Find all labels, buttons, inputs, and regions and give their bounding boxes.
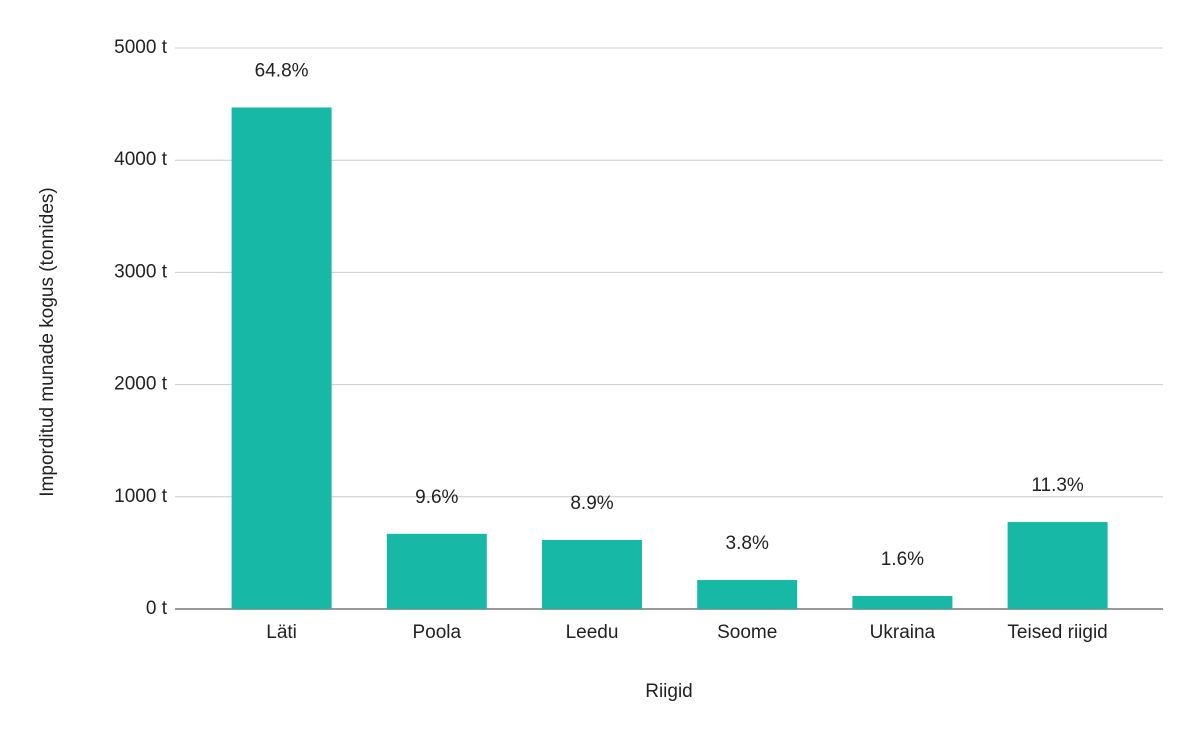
data-label: 9.6% bbox=[415, 487, 458, 508]
x-tick-label: Teised riigid bbox=[1007, 622, 1107, 643]
bar bbox=[1007, 522, 1108, 609]
data-label: 3.8% bbox=[726, 533, 769, 554]
y-axis-label: Imporditud munade kogus (tonnides) bbox=[37, 187, 58, 496]
bar bbox=[386, 533, 487, 609]
x-axis-label: Riigid bbox=[645, 681, 693, 702]
x-tick-label: Ukraina bbox=[870, 622, 936, 643]
bar bbox=[542, 539, 642, 609]
bar bbox=[231, 107, 332, 609]
y-tick-label: 4000 t bbox=[114, 149, 168, 170]
y-tick-label: 2000 t bbox=[114, 374, 168, 395]
y-tick-label: 3000 t bbox=[114, 261, 168, 282]
x-tick-label: Poola bbox=[412, 622, 461, 643]
x-tick-label: Soome bbox=[717, 622, 777, 643]
bar bbox=[697, 580, 798, 609]
data-label: 11.3% bbox=[1031, 475, 1084, 496]
bar bbox=[852, 595, 953, 609]
x-tick-label: Leedu bbox=[566, 622, 619, 643]
y-tick-label: 0 t bbox=[146, 598, 168, 619]
y-tick-label: 1000 t bbox=[114, 486, 168, 507]
x-tick-label: Läti bbox=[266, 622, 297, 643]
data-label: 8.9% bbox=[570, 493, 613, 514]
y-tick-label: 5000 t bbox=[114, 37, 168, 58]
data-label: 64.8% bbox=[255, 60, 309, 81]
data-label: 1.6% bbox=[881, 549, 924, 570]
